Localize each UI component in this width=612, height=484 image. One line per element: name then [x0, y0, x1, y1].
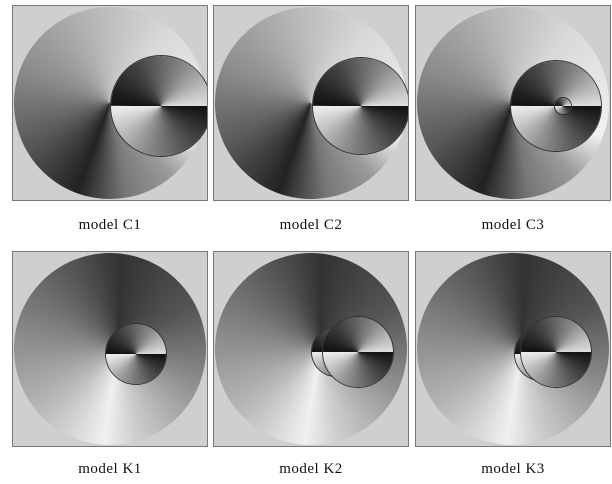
caption: model K2 [213, 461, 409, 478]
inner-disc [313, 58, 409, 154]
figure-image [213, 251, 409, 447]
figure-image [12, 251, 208, 447]
caption: model K3 [415, 461, 611, 478]
inner-disc [111, 56, 208, 156]
figure: model C1 model C2 model C3 model K1 model K2… [0, 0, 612, 484]
caption: model C1 [12, 217, 208, 234]
figure-image [12, 5, 208, 201]
inner-disc [521, 317, 591, 387]
caption: model C2 [213, 217, 409, 234]
inner-disc [555, 98, 571, 114]
figure-image [415, 5, 611, 201]
caption: model K1 [12, 461, 208, 478]
inner-disc [106, 324, 166, 384]
figure-image [415, 251, 611, 447]
caption: model C3 [415, 217, 611, 234]
figure-image [213, 5, 409, 201]
inner-disc [323, 317, 393, 387]
